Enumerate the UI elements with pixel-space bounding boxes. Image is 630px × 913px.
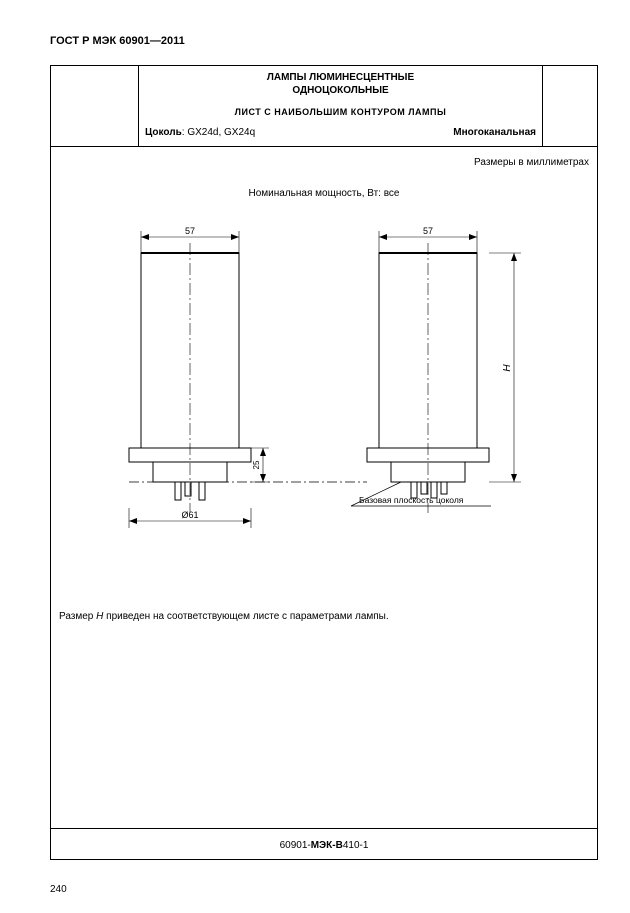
title-line-1: ЛАМПЫ ЛЮМИНЕСЦЕНТНЫЕ bbox=[143, 72, 538, 85]
title-subhead: ЛИСТ С НАИБОЛЬШИМ КОНТУРОМ ЛАМПЫ bbox=[143, 107, 538, 117]
dim-57-right: 57 bbox=[423, 226, 433, 236]
dim-25: 25 bbox=[252, 460, 261, 469]
document-header: ГОСТ Р МЭК 60901—2011 bbox=[50, 35, 598, 47]
units-label: Размеры в миллиметрах bbox=[51, 147, 597, 168]
footnote-rest: приведен на соответствующем листе с пара… bbox=[103, 611, 388, 622]
dim-d61: Ø61 bbox=[181, 510, 198, 520]
footnote: Размер H приведен на соответствующем лис… bbox=[51, 611, 597, 622]
base-plane-annotation: Базовая плоскость цоколя bbox=[359, 495, 464, 505]
title-line-2: ОДНОЦОКОЛЬНЫЕ bbox=[143, 85, 538, 98]
page-number: 240 bbox=[50, 884, 67, 895]
dim-57-left: 57 bbox=[185, 226, 195, 236]
title-center-cell: ЛАМПЫ ЛЮМИНЕСЦЕНТНЫЕ ОДНОЦОКОЛЬНЫЕ ЛИСТ … bbox=[139, 66, 542, 146]
bottom-divider bbox=[51, 828, 597, 829]
main-frame: ЛАМПЫ ЛЮМИНЕСЦЕНТНЫЕ ОДНОЦОКОЛЬНЫЕ ЛИСТ … bbox=[50, 65, 598, 860]
footnote-prefix: Размер bbox=[59, 611, 96, 622]
title-meta-row: Цоколь: GX24d, GX24q Многоканальная bbox=[143, 127, 538, 138]
cap-value: : GX24d, GX24q bbox=[182, 127, 255, 138]
power-label: Номинальная мощность, Вт: все bbox=[51, 188, 597, 199]
code-prefix: 60901- bbox=[280, 840, 311, 851]
technical-drawing: 57 25 Ø61 bbox=[51, 213, 597, 573]
title-block: ЛАМПЫ ЛЮМИНЕСЦЕНТНЫЕ ОДНОЦОКОЛЬНЫЕ ЛИСТ … bbox=[51, 66, 597, 147]
title-right-cell bbox=[542, 66, 597, 146]
title-right-label: Многоканальная bbox=[453, 127, 536, 138]
dim-H: H bbox=[502, 364, 513, 372]
code-post: 410-1 bbox=[343, 840, 369, 851]
cap-label: Цоколь bbox=[145, 127, 182, 138]
title-left-cell bbox=[51, 66, 139, 146]
code-mid: МЭК-В bbox=[311, 840, 343, 851]
bottom-code: 60901-МЭК-В410-1 bbox=[51, 840, 597, 851]
